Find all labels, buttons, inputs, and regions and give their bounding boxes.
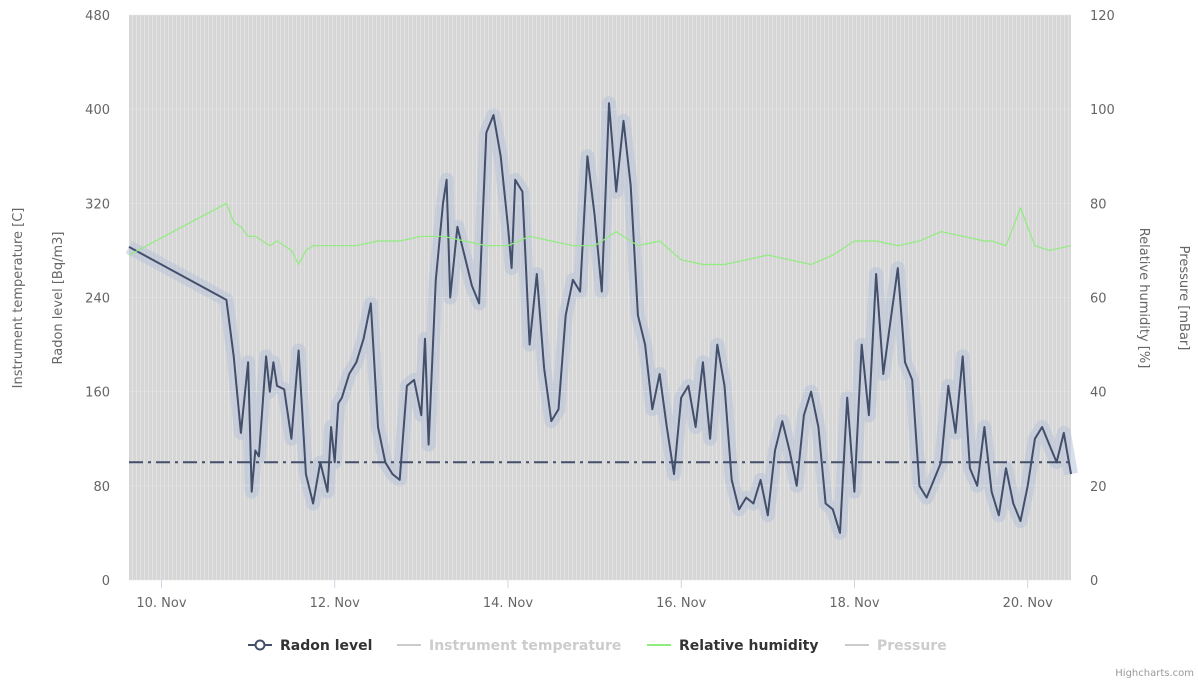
gridlines: [129, 14, 1071, 581]
legend-label: Radon level: [280, 638, 372, 654]
x-tick-label: 10. Nov: [136, 596, 186, 611]
y-axis-humidity: 0 20 40 60 80 100 120: [1090, 9, 1115, 589]
axis-title-humidity: Relative humidity [%]: [1136, 228, 1151, 369]
y-left-tick-label: 80: [93, 480, 110, 495]
y-axis-radon: 0 80 160 240 320 400 480: [85, 9, 110, 589]
legend-item-humidity[interactable]: Relative humidity: [647, 638, 818, 654]
y-left-tick-label: 160: [85, 386, 110, 401]
x-tick-label: 18. Nov: [829, 596, 879, 611]
y-right-tick-label: 60: [1090, 292, 1107, 307]
series-humidity-line[interactable]: [128, 202, 1072, 266]
legend-item-temperature[interactable]: Instrument temperature: [397, 638, 621, 654]
x-tick-label: 14. Nov: [483, 596, 533, 611]
axis-title-temperature: Instrument temperature [C]: [11, 208, 26, 389]
axis-titles: Radon level [Bq/m3] Instrument temperatur…: [11, 208, 1191, 389]
legend: Radon level Instrument temperature Relativ…: [248, 638, 947, 654]
y-left-tick-label: 240: [85, 292, 110, 307]
y-right-tick-label: 20: [1090, 480, 1107, 495]
y-right-tick-label: 100: [1090, 103, 1115, 118]
legend-label: Instrument temperature: [429, 638, 621, 654]
y-right-tick-label: 0: [1090, 574, 1098, 589]
axis-title-radon: Radon level [Bq/m3]: [51, 232, 66, 365]
legend-label: Pressure: [877, 638, 947, 654]
x-tick-label: 16. Nov: [656, 596, 706, 611]
x-tick-label: 12. Nov: [310, 596, 360, 611]
legend-label: Relative humidity: [679, 638, 818, 654]
y-left-tick-label: 480: [85, 9, 110, 24]
legend-item-radon[interactable]: Radon level: [248, 638, 372, 654]
y-left-tick-label: 400: [85, 103, 110, 118]
axis-title-pressure: Pressure [mBar]: [1176, 246, 1191, 351]
x-tick-label: 20. Nov: [1003, 596, 1053, 611]
y-right-tick-label: 120: [1090, 9, 1115, 24]
y-left-tick-label: 0: [102, 574, 110, 589]
series-lines: [128, 102, 1072, 534]
legend-item-pressure[interactable]: Pressure: [845, 638, 947, 654]
y-right-tick-label: 80: [1090, 197, 1107, 212]
y-right-tick-label: 40: [1090, 386, 1107, 401]
y-left-tick-label: 320: [85, 197, 110, 212]
x-axis: 10. Nov 12. Nov 14. Nov 16. Nov 18. Nov 20. N…: [136, 580, 1053, 611]
credits-link[interactable]: Highcharts.com: [1115, 668, 1194, 679]
legend-marker-circle: [254, 639, 266, 651]
series-radon-line[interactable]: [128, 102, 1072, 534]
